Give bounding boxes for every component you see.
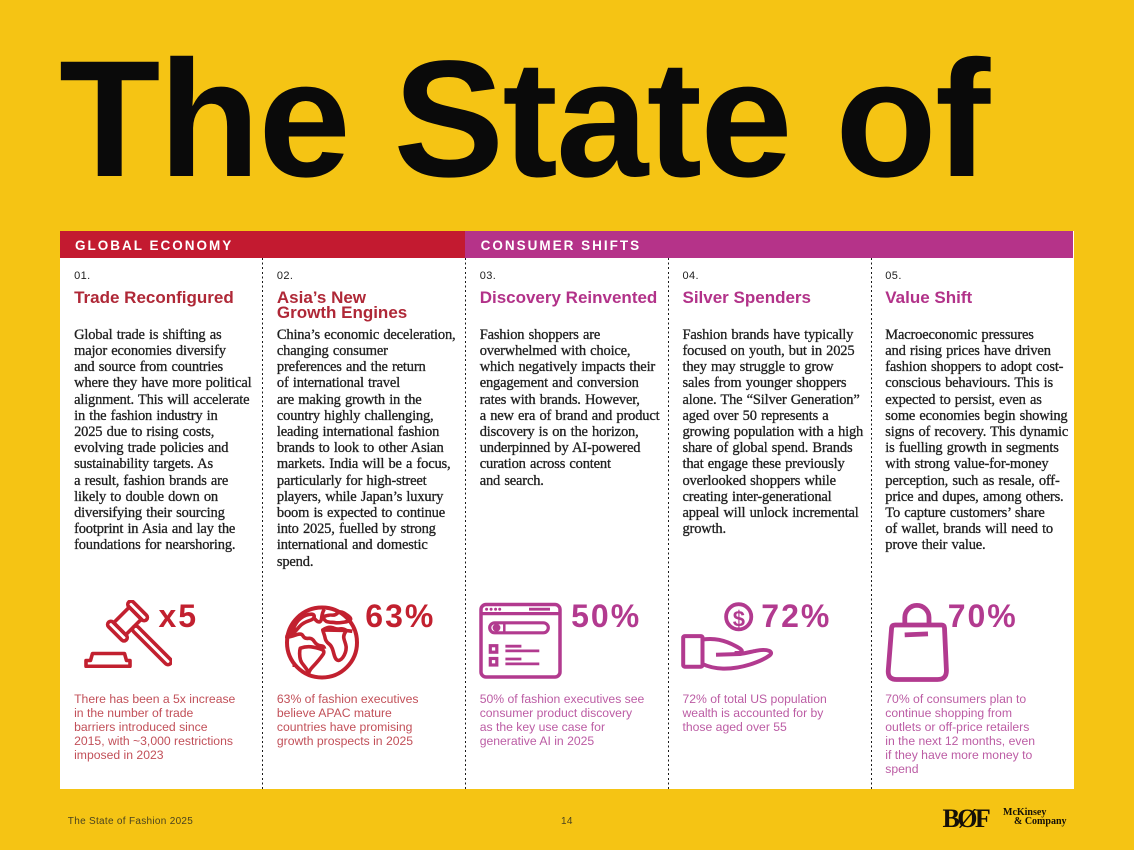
- svg-text:$: $: [733, 606, 745, 631]
